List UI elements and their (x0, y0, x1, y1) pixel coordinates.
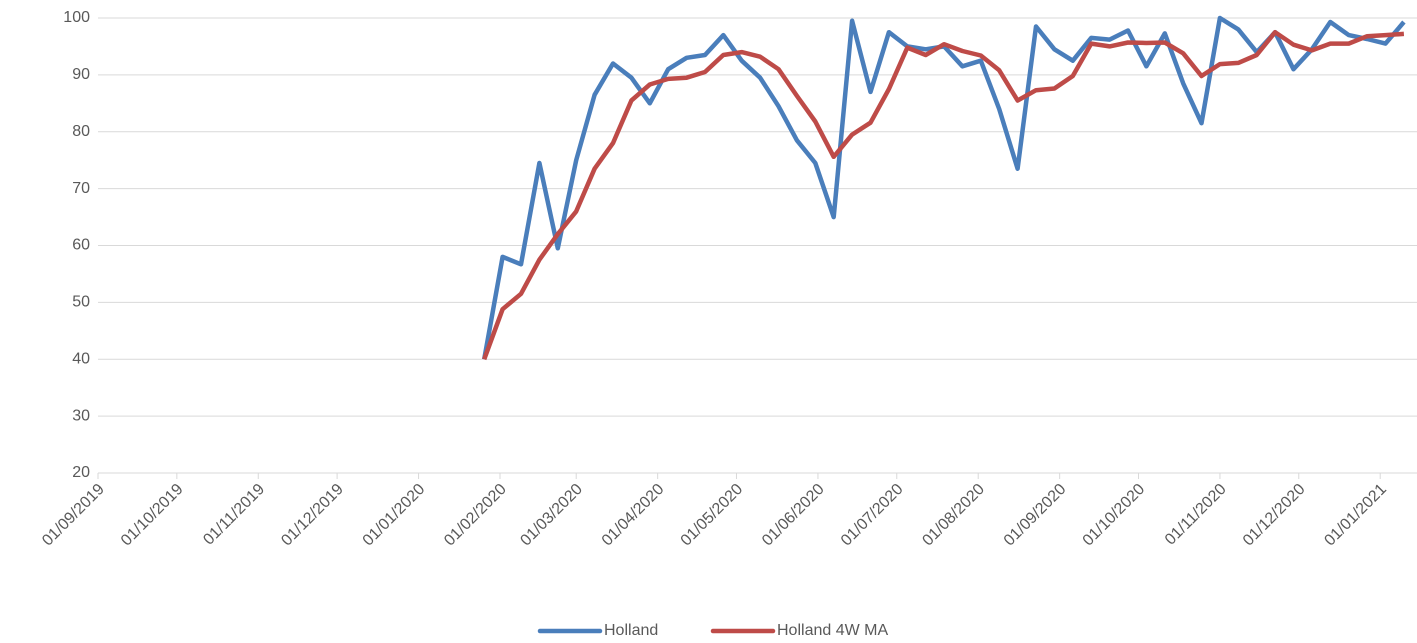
y-tick-label: 80 (72, 123, 90, 140)
x-tick-label: 01/07/2020 (838, 481, 907, 550)
series-line (482, 29, 1405, 361)
y-tick-label: 60 (72, 237, 90, 254)
x-tick-label: 01/01/2020 (360, 481, 429, 550)
y-tick-label: 50 (72, 294, 90, 311)
x-tick-label: 01/12/2019 (278, 481, 347, 550)
y-tick-label: 100 (63, 9, 90, 26)
y-tick-label: 20 (72, 464, 90, 481)
y-tick-label: 40 (72, 350, 90, 367)
x-tick-label: 01/08/2020 (919, 481, 988, 550)
x-tick-label: 01/04/2020 (599, 481, 668, 550)
x-tick-label: 01/09/2020 (1001, 481, 1070, 550)
x-tick-label: 01/01/2021 (1321, 481, 1390, 550)
x-tick-label: 01/06/2020 (759, 481, 828, 550)
x-tick-label: 01/11/2020 (1162, 481, 1230, 549)
x-tick-label: 01/12/2020 (1240, 481, 1309, 550)
x-tick-label: 01/02/2020 (441, 481, 510, 550)
y-tick-label: 70 (72, 180, 90, 197)
legend-label: Holland 4W MA (777, 622, 888, 639)
legend-label: Holland (604, 622, 658, 639)
x-tick-label: 01/09/2019 (39, 481, 108, 550)
x-tick-label: 01/10/2020 (1080, 481, 1149, 550)
y-tick-label: 30 (72, 407, 90, 424)
x-tick-label: 01/10/2019 (118, 481, 187, 550)
y-tick-label: 90 (72, 66, 90, 83)
x-tick-label: 01/05/2020 (678, 481, 747, 550)
x-tick-label: 01/11/2019 (200, 481, 268, 549)
x-tick-label: 01/03/2020 (517, 481, 586, 550)
